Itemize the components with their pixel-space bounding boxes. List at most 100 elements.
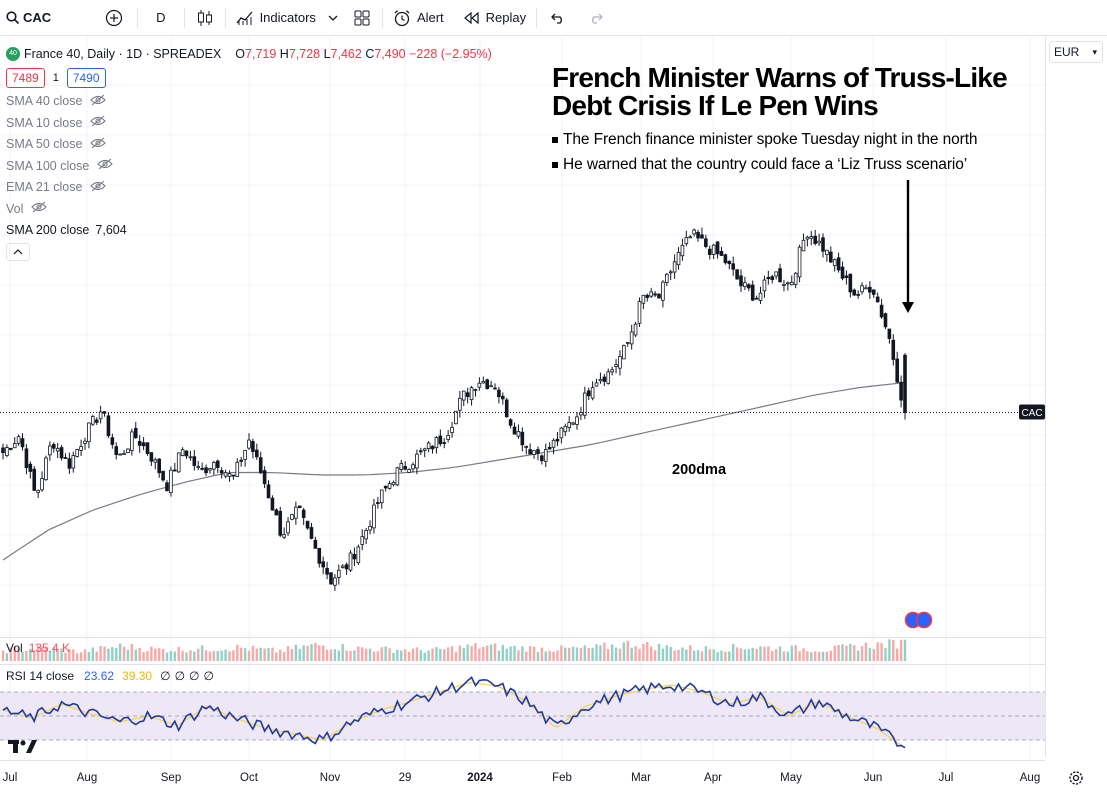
indicator-legend-item[interactable]: Vol — [6, 198, 492, 220]
candle-body — [340, 565, 345, 568]
chart-legend: 40 France 40, Daily · 1D · SPREADEX O7,7… — [6, 43, 492, 261]
candle-body — [255, 449, 259, 458]
hidden-indicator-toggle[interactable] — [90, 137, 107, 152]
indicator-legend-item[interactable]: EMA 21 close — [6, 177, 492, 199]
layouts-button[interactable] — [346, 0, 382, 36]
time-tick-label: Mar — [631, 772, 651, 784]
hidden-indicator-toggle[interactable] — [31, 201, 48, 216]
volume-bar — [271, 647, 274, 661]
candle-body — [294, 506, 298, 519]
chart-settings-button[interactable] — [1066, 768, 1086, 788]
candle-body — [704, 238, 708, 247]
indicators-button[interactable]: Indicators — [226, 0, 322, 36]
volume-legend[interactable]: Vol 135.4 K — [6, 641, 70, 655]
volume-bar — [466, 644, 469, 661]
volume-bar — [251, 645, 255, 661]
volume-bar — [243, 648, 247, 661]
volume-bar — [368, 648, 372, 661]
sell-price-button[interactable]: 7489 — [6, 67, 45, 88]
grid-icon — [354, 10, 370, 25]
compare-button[interactable] — [99, 0, 137, 36]
volume-bar — [427, 650, 430, 661]
candle-body — [325, 568, 329, 575]
currency-selector[interactable]: EUR ▾ — [1049, 41, 1103, 63]
rsi-legend[interactable]: RSI 14 close 23.62 39.30 ∅∅∅∅ — [6, 669, 218, 683]
volume-bar — [212, 650, 216, 661]
collapse-legend-button[interactable] — [6, 243, 30, 261]
volume-bar — [903, 639, 907, 661]
candle-body — [63, 457, 68, 459]
candle-body — [51, 444, 56, 449]
hidden-indicator-toggle[interactable] — [90, 94, 107, 109]
chevron-down-icon — [328, 15, 338, 21]
pane-separator[interactable] — [0, 637, 1045, 638]
candle-body — [668, 271, 673, 274]
candle-body — [504, 399, 509, 418]
replay-button[interactable]: Replay — [454, 0, 536, 36]
headline: French Minister Warns of Truss-Like Debt… — [552, 64, 1037, 120]
redo-button[interactable] — [577, 0, 617, 36]
candle-body — [653, 293, 657, 296]
indicator-legend-item[interactable]: SMA 40 close — [6, 91, 492, 113]
candle-body — [114, 446, 119, 455]
candle-body — [313, 539, 318, 549]
alert-button[interactable]: Alert — [383, 0, 454, 36]
candle-body — [372, 504, 376, 529]
candle-body — [278, 511, 283, 536]
time-scale[interactable] — [0, 760, 1045, 794]
volume-bar — [122, 646, 126, 661]
volume-bar — [60, 648, 63, 661]
candle-body — [590, 387, 595, 399]
hidden-indicator-toggle[interactable] — [90, 115, 107, 130]
high-value: 7,728 — [288, 46, 321, 61]
volume-bar — [755, 648, 758, 661]
candle-body — [149, 452, 154, 462]
indicator-legend-item[interactable]: SMA 10 close — [6, 112, 492, 134]
high-label: H — [279, 46, 289, 61]
volume-bar — [833, 645, 836, 661]
candle-body — [176, 452, 181, 473]
volume-bar — [193, 651, 196, 661]
undo-icon — [551, 13, 563, 24]
volume-bar — [790, 645, 793, 661]
candle-body — [801, 239, 806, 252]
volume-bar — [454, 651, 458, 661]
legend-title[interactable]: France 40, Daily · 1D · SPREADEX — [24, 46, 222, 61]
volume-bar — [392, 652, 395, 661]
candle-body — [91, 416, 95, 425]
tradingview-logo[interactable] — [8, 738, 38, 759]
volume-bar — [892, 640, 895, 661]
candle-body — [512, 426, 517, 435]
candle-body — [883, 313, 888, 328]
candle-body — [59, 447, 64, 459]
candle-body — [868, 286, 872, 293]
chart-type-button[interactable] — [185, 0, 225, 36]
volume-bar — [813, 651, 817, 661]
candle-body — [133, 428, 138, 439]
interval-button[interactable]: D — [156, 10, 166, 25]
volume-bar — [36, 645, 40, 661]
volume-bar — [52, 647, 55, 661]
indicator-legend-item[interactable]: SMA 100 close — [6, 155, 492, 177]
candle-body — [79, 446, 83, 451]
hidden-indicator-toggle[interactable] — [90, 180, 107, 195]
hidden-indicator-toggle[interactable] — [97, 158, 114, 173]
undo-button[interactable] — [537, 0, 577, 36]
toolbar-divider — [381, 7, 383, 28]
indicator-legend-item[interactable]: SMA 50 close — [6, 134, 492, 156]
indicators-dropdown[interactable] — [322, 0, 346, 36]
volume-bar — [380, 647, 383, 661]
candle-body — [469, 387, 474, 400]
volume-bar — [435, 647, 438, 661]
price-scale[interactable] — [1045, 37, 1107, 757]
candle-body — [520, 431, 525, 446]
volume-bar — [29, 648, 32, 661]
sma200-legend[interactable]: SMA 200 close 7,604 — [6, 220, 492, 242]
buy-price-button[interactable]: 7490 — [66, 67, 106, 88]
pane-separator[interactable] — [0, 664, 1045, 665]
candle-body — [215, 460, 220, 468]
volume-bar — [443, 649, 446, 661]
eye-crossed-icon — [90, 115, 107, 127]
symbol-search[interactable]: CAC — [0, 0, 99, 36]
